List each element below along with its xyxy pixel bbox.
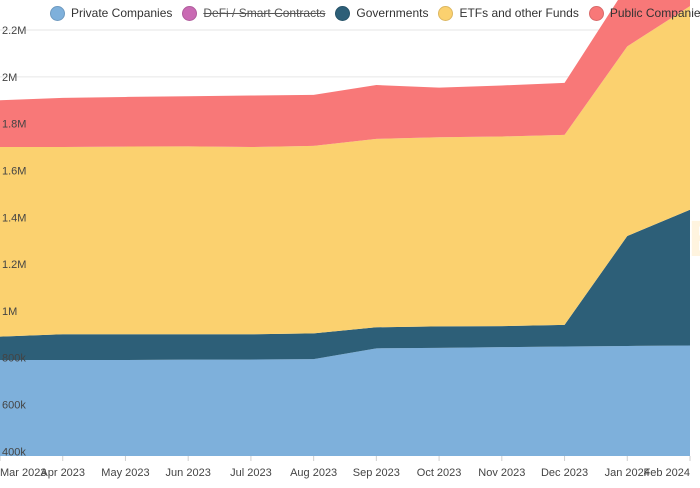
area-private-companies — [0, 345, 690, 456]
area-governments — [0, 209, 690, 361]
legend-swatch-private-companies — [50, 5, 65, 21]
y-tick-label: 800k — [2, 353, 26, 365]
y-tick-label: 1.6M — [2, 165, 26, 177]
legend-swatch-defi-smart-contracts — [182, 5, 198, 21]
y-tick-label: 1.2M — [2, 259, 26, 271]
x-tick-label: Sep 2023 — [353, 467, 400, 479]
x-tick-label: Oct 2023 — [417, 467, 462, 479]
x-tick-label: May 2023 — [101, 467, 149, 479]
x-tick-label: Aug 2023 — [290, 467, 337, 479]
area-public-companies — [0, 0, 690, 148]
y-axis-labels: 400k 600k 800k 1M 1.2M 1.4M 1.6M 1.8M 2M 2.2M — [2, 25, 26, 458]
legend-swatch-etfs-and-other-funds — [438, 5, 454, 21]
legend-label: DeFi / Smart Contracts — [203, 6, 326, 20]
x-tick-label: Feb 2024 — [644, 467, 690, 479]
legend-swatch-governments — [335, 5, 351, 21]
legend-label: Private Companies — [71, 6, 173, 20]
y-tick-label: 1M — [2, 306, 17, 318]
legend-item-defi-smart-contracts[interactable]: DeFi / Smart Contracts — [182, 5, 326, 21]
x-tick-label: Jan 2024 — [605, 467, 650, 479]
legend-label: Public Companies — [609, 6, 700, 20]
y-tick-label: 1.8M — [2, 119, 26, 131]
legend-item-public-companies[interactable]: Public Companies — [588, 5, 700, 21]
x-tick-label: Apr 2023 — [40, 467, 85, 479]
area-series-group — [0, 0, 690, 456]
legend-swatch-public-companies — [588, 5, 604, 21]
x-tick-label: Jun 2023 — [166, 467, 211, 479]
legend-item-etfs-and-other-funds[interactable]: ETFs and other Funds — [438, 5, 579, 21]
x-tick-label: Jul 2023 — [230, 467, 272, 479]
x-tick-label: Mar 2023 — [0, 467, 46, 479]
x-tick-label: Nov 2023 — [478, 467, 525, 479]
legend-item-private-companies[interactable]: Private Companies — [50, 5, 173, 21]
y-tick-label: 2M — [2, 72, 17, 84]
legend: Private Companies DeFi / Smart Contracts… — [50, 3, 700, 23]
y-tick-label: 1.4M — [2, 212, 26, 224]
y-tick-label: 2.2M — [2, 25, 26, 37]
y-tick-label: 600k — [2, 400, 26, 412]
legend-item-governments[interactable]: Governments — [335, 5, 429, 21]
legend-label: Governments — [356, 6, 429, 20]
area-etfs-and-other-funds — [0, 6, 690, 337]
y-tick-label: 400k — [2, 446, 26, 458]
x-tick-label: Dec 2023 — [541, 467, 588, 479]
legend-label: ETFs and other Funds — [459, 6, 579, 20]
